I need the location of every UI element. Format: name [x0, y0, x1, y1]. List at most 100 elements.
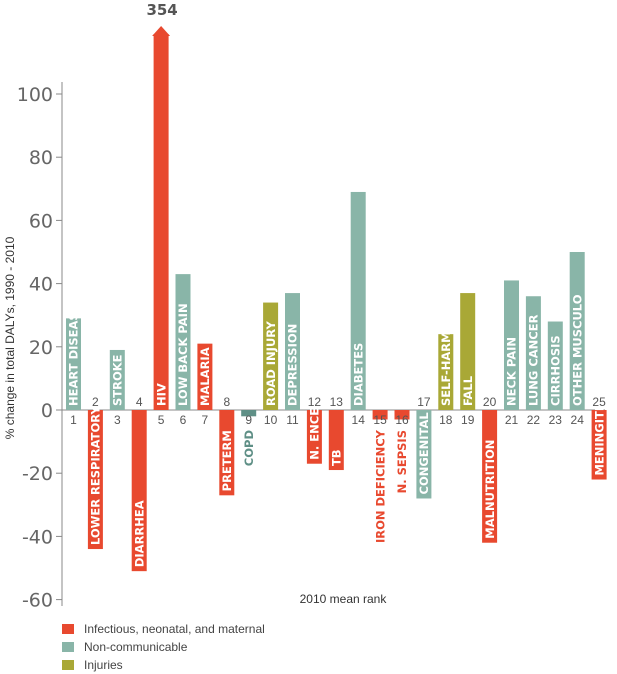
bar-label-16: N. SEPSIS — [395, 430, 409, 493]
bar-label-1: HEART DISEASE — [67, 304, 81, 406]
bar-label-11: DEPRESSION — [286, 324, 300, 406]
rank-label-7: 7 — [202, 413, 209, 427]
bar-11 — [285, 293, 300, 410]
bar-label-8: PRETERM — [220, 430, 234, 491]
bar-label-20: MALNUTRITION — [483, 440, 497, 539]
overflow-value: 354 — [146, 1, 177, 19]
bar-label-24: OTHER MUSCULO — [570, 294, 584, 406]
bar-23 — [547, 321, 563, 410]
rank-label-18: 18 — [439, 413, 453, 427]
bar-8 — [219, 410, 235, 496]
bar-label-14: DIABETES — [351, 343, 365, 406]
bar-label-10: ROAD INJURY — [264, 320, 278, 406]
rank-label-17: 17 — [417, 395, 431, 409]
legend: Infectious, neonatal, and maternal Non-c… — [62, 620, 265, 674]
legend-label-noncommunicable: Non-communicable — [84, 640, 188, 654]
legend-swatch-injuries — [62, 660, 74, 670]
bar-label-13: TB — [330, 449, 344, 466]
bar-9 — [241, 410, 257, 417]
rank-label-11: 11 — [286, 413, 299, 427]
rank-label-23: 23 — [549, 413, 563, 427]
bar-22 — [525, 296, 541, 410]
bar-7 — [197, 343, 213, 410]
rank-label-21: 21 — [505, 413, 519, 427]
bar-12 — [306, 410, 322, 464]
overflow-arrow — [152, 26, 171, 36]
bar-19 — [460, 293, 476, 410]
rank-label-8: 8 — [223, 395, 230, 409]
bar-3 — [109, 349, 125, 410]
y-tick-label: 20 — [29, 337, 53, 359]
rank-label-20: 20 — [483, 395, 497, 409]
y-tick-label: 40 — [29, 274, 53, 296]
bar-1 — [66, 318, 81, 410]
bar-16 — [394, 410, 410, 420]
rank-label-2: 2 — [92, 395, 99, 409]
rank-label-15: 15 — [373, 413, 387, 427]
bar-label-2: LOWER RESPIRATORY — [89, 406, 103, 546]
bar-2 — [87, 410, 103, 550]
bar-labels: HEART DISEASE LOWER RESPIRATORY STROKE DIAR… — [67, 294, 607, 567]
legend-item-infectious: Infectious, neonatal, and maternal — [62, 620, 265, 638]
rank-label-14: 14 — [352, 413, 366, 427]
legend-item-injuries: Injuries — [62, 656, 265, 674]
bar-14 — [350, 191, 366, 410]
bar-13 — [328, 410, 344, 471]
y-axis-title: % change in total DALYs, 1990 - 2010 — [3, 236, 17, 439]
rank-label-13: 13 — [330, 395, 344, 409]
bar-17 — [416, 410, 432, 499]
rank-label-22: 22 — [527, 413, 541, 427]
rank-label-4: 4 — [136, 395, 143, 409]
bar-18 — [438, 334, 454, 410]
bar-label-23: CIRRHOSIS — [549, 335, 563, 406]
legend-item-noncommunicable: Non-communicable — [62, 638, 265, 656]
rank-label-3: 3 — [114, 413, 121, 427]
y-tick-label: 0 — [41, 400, 53, 422]
rank-label-19: 19 — [461, 413, 475, 427]
bar-label-12: N. ENCEPH — [308, 390, 322, 460]
y-tick-label: 80 — [29, 147, 53, 169]
bar-label-6: LOW BACK PAIN — [176, 303, 190, 406]
rank-label-24: 24 — [571, 413, 585, 427]
rank-label-6: 6 — [180, 413, 187, 427]
y-tick-label: -40 — [22, 526, 53, 548]
rank-label-9: 9 — [245, 413, 252, 427]
bar-label-18: SELF-HARM — [439, 331, 453, 406]
legend-label-infectious: Infectious, neonatal, and maternal — [84, 622, 265, 636]
bar-15 — [372, 410, 388, 420]
bar-6 — [175, 274, 191, 410]
x-axis-title: 2010 mean rank — [300, 592, 388, 606]
bar-label-4: DIARRHEA — [132, 500, 146, 567]
bar-label-22: LUNG CANCER — [527, 314, 541, 406]
y-tick-label: 60 — [29, 210, 53, 232]
y-tick-label: 100 — [17, 84, 53, 106]
bar-5 — [153, 34, 169, 410]
bar-25 — [591, 410, 607, 480]
bar-label-17: CONGENITAL — [417, 412, 431, 495]
bar-label-19: FALL — [461, 375, 475, 406]
bar-4 — [131, 410, 147, 572]
bar-label-7: MALARIA — [198, 347, 212, 406]
rank-label-1: 1 — [70, 413, 77, 427]
bar-label-5: HIV — [154, 383, 168, 406]
y-axis: 100 80 60 40 20 0 -20 -40 -60 — [17, 82, 605, 612]
y-tick-label: -20 — [22, 463, 53, 485]
rank-label-12: 12 — [308, 395, 322, 409]
y-tick-label: -60 — [22, 590, 53, 612]
legend-swatch-noncommunicable — [62, 642, 74, 652]
legend-label-injuries: Injuries — [84, 658, 123, 672]
bar-label-9: COPD — [242, 430, 256, 466]
rank-label-5: 5 — [158, 413, 165, 427]
bar-10 — [263, 302, 279, 410]
rank-label-10: 10 — [264, 413, 278, 427]
bar-label-3: STROKE — [111, 354, 125, 406]
bar-label-21: NECK PAIN — [505, 337, 519, 406]
rank-label-25: 25 — [592, 395, 606, 409]
bar-label-25: MENINGITIS — [592, 399, 606, 476]
bars: 3 5 4 — [66, 1, 607, 572]
rank-label-16: 16 — [395, 413, 409, 427]
legend-swatch-infectious — [62, 624, 74, 634]
bar-21 — [504, 280, 519, 410]
